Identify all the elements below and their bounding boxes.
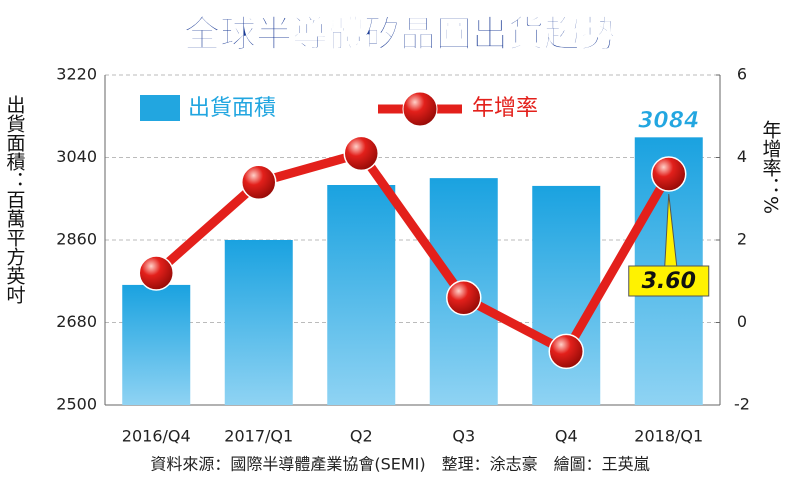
y-tick-label: 2500 [56, 395, 97, 414]
y-tick-label: 3220 [56, 65, 97, 84]
line-point [138, 255, 174, 291]
legend-swatch [140, 95, 180, 121]
bar-value-label: 3084 [638, 108, 699, 133]
annotation-box [628, 193, 710, 297]
x-tick-label: Q3 [452, 427, 475, 446]
x-tick-label: 2017/Q1 [224, 427, 293, 446]
y-tick-label: 2860 [56, 230, 97, 249]
x-tick-label: Q4 [555, 427, 578, 446]
bar [122, 284, 191, 405]
bar [532, 185, 601, 405]
legend-label: 出貨面積 [188, 96, 276, 121]
line-point [548, 333, 584, 370]
line-point [446, 280, 482, 316]
legend-label: 年增率 [472, 96, 538, 121]
y-tick-label: 2680 [56, 312, 97, 331]
line-value-label: 3.60 [642, 269, 696, 294]
line [153, 148, 673, 356]
y-axis-label: 出貨面積：百萬平方英吋 [4, 95, 26, 304]
line-point [241, 164, 277, 200]
y2-axis-label: 年增率：% [760, 120, 782, 214]
source-note: 資料來源：國際半導體產業協會(SEMI) 整理：涂志豪 繪圖：王英嵐 [150, 455, 649, 474]
y-tick-label: 3040 [56, 147, 97, 166]
bar [327, 185, 396, 405]
y2-tick-label: 6 [737, 65, 747, 84]
y2-tick-label: 2 [737, 230, 747, 249]
y2-tick-label: 0 [737, 312, 747, 331]
y2-tick-label: -2 [734, 395, 750, 414]
x-tick-label: 2016/Q4 [122, 427, 191, 446]
line-point [651, 156, 687, 192]
bar [224, 240, 293, 405]
x-tick-label: Q2 [350, 427, 373, 446]
x-tick-label: 2018/Q1 [634, 427, 703, 446]
line-point [343, 135, 379, 172]
legend-swatch [402, 91, 438, 127]
y2-tick-label: 4 [737, 147, 747, 166]
chart-title: 全球半導體矽晶圓出貨趨勢 [183, 13, 616, 55]
